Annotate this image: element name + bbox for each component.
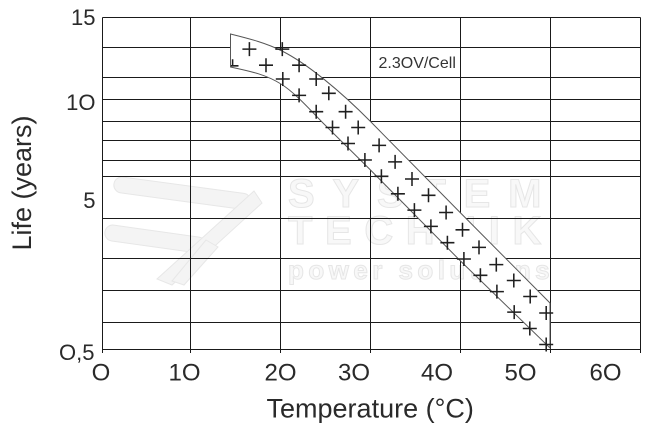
svg-text:5O: 5O — [504, 360, 536, 387]
svg-text:5: 5 — [83, 188, 95, 213]
svg-text:2O: 2O — [264, 360, 296, 387]
svg-text:1O: 1O — [168, 360, 200, 387]
svg-text:6O: 6O — [589, 360, 621, 387]
svg-text:Temperature (°C): Temperature (°C) — [267, 394, 474, 424]
svg-text:O,5: O,5 — [59, 340, 94, 365]
svg-text:15: 15 — [71, 5, 95, 30]
svg-text:2.3OV/Cell: 2.3OV/Cell — [379, 55, 456, 72]
svg-text:O: O — [92, 360, 111, 387]
svg-text:4O: 4O — [421, 360, 453, 387]
svg-text:3O: 3O — [338, 360, 370, 387]
svg-text:1O: 1O — [66, 90, 95, 115]
svg-text:Life (years): Life (years) — [7, 115, 37, 250]
